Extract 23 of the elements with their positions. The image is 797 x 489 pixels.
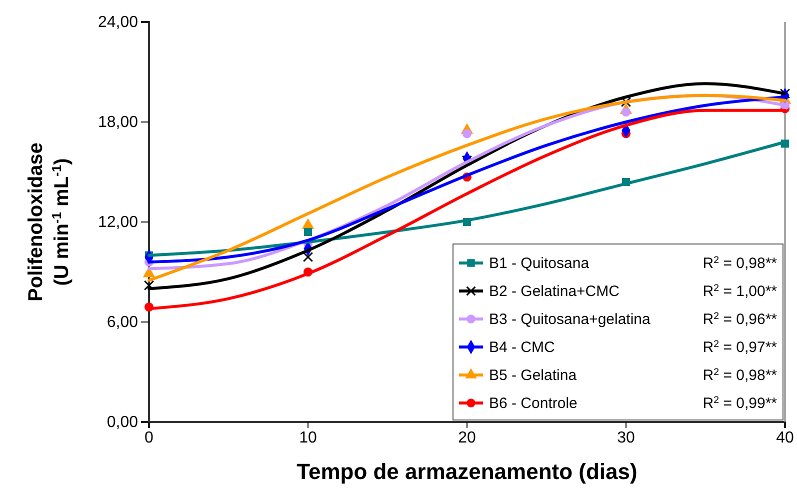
annotation: R$^{2}$ = 0,99**: [702, 394, 778, 412]
y-tick-label: 24,00: [98, 14, 138, 32]
legend-label: B5 - Gelatina: [489, 367, 578, 384]
x-tick-label: 30: [617, 429, 635, 446]
annotation: R$^{2}$ = 1,00**: [702, 282, 778, 300]
legend-label: B2 - Gelatina+CMC: [489, 283, 620, 300]
x-axis-title: Tempo de armazenamento (dias): [296, 459, 638, 484]
x-tick-label: 40: [776, 429, 794, 446]
y-tick-label: 6,00: [106, 314, 138, 332]
annotation: R$^{2}$ = 0,97**: [702, 338, 778, 356]
annotation: R$^{2}$ = 0,98**: [702, 254, 778, 272]
legend-label: B1 - Quitosana: [489, 255, 590, 272]
y-tick-label: 18,00: [98, 114, 138, 132]
y-tick-label: 12,00: [98, 214, 138, 232]
annotation: R$^{2}$ = 0,98**: [702, 366, 778, 384]
x-tick-label: 0: [144, 429, 154, 446]
legend-label: B4 - CMC: [489, 339, 556, 356]
legend-label: B6 - Controle: [489, 395, 578, 412]
x-tick-label: 10: [299, 429, 317, 446]
y-tick-label: 0,00: [106, 414, 138, 432]
x-tick-label: 20: [458, 429, 476, 446]
annotation: R$^{2}$ = 0,96**: [702, 310, 778, 328]
legend-label: B3 - Quitosana+gelatina: [489, 311, 652, 328]
